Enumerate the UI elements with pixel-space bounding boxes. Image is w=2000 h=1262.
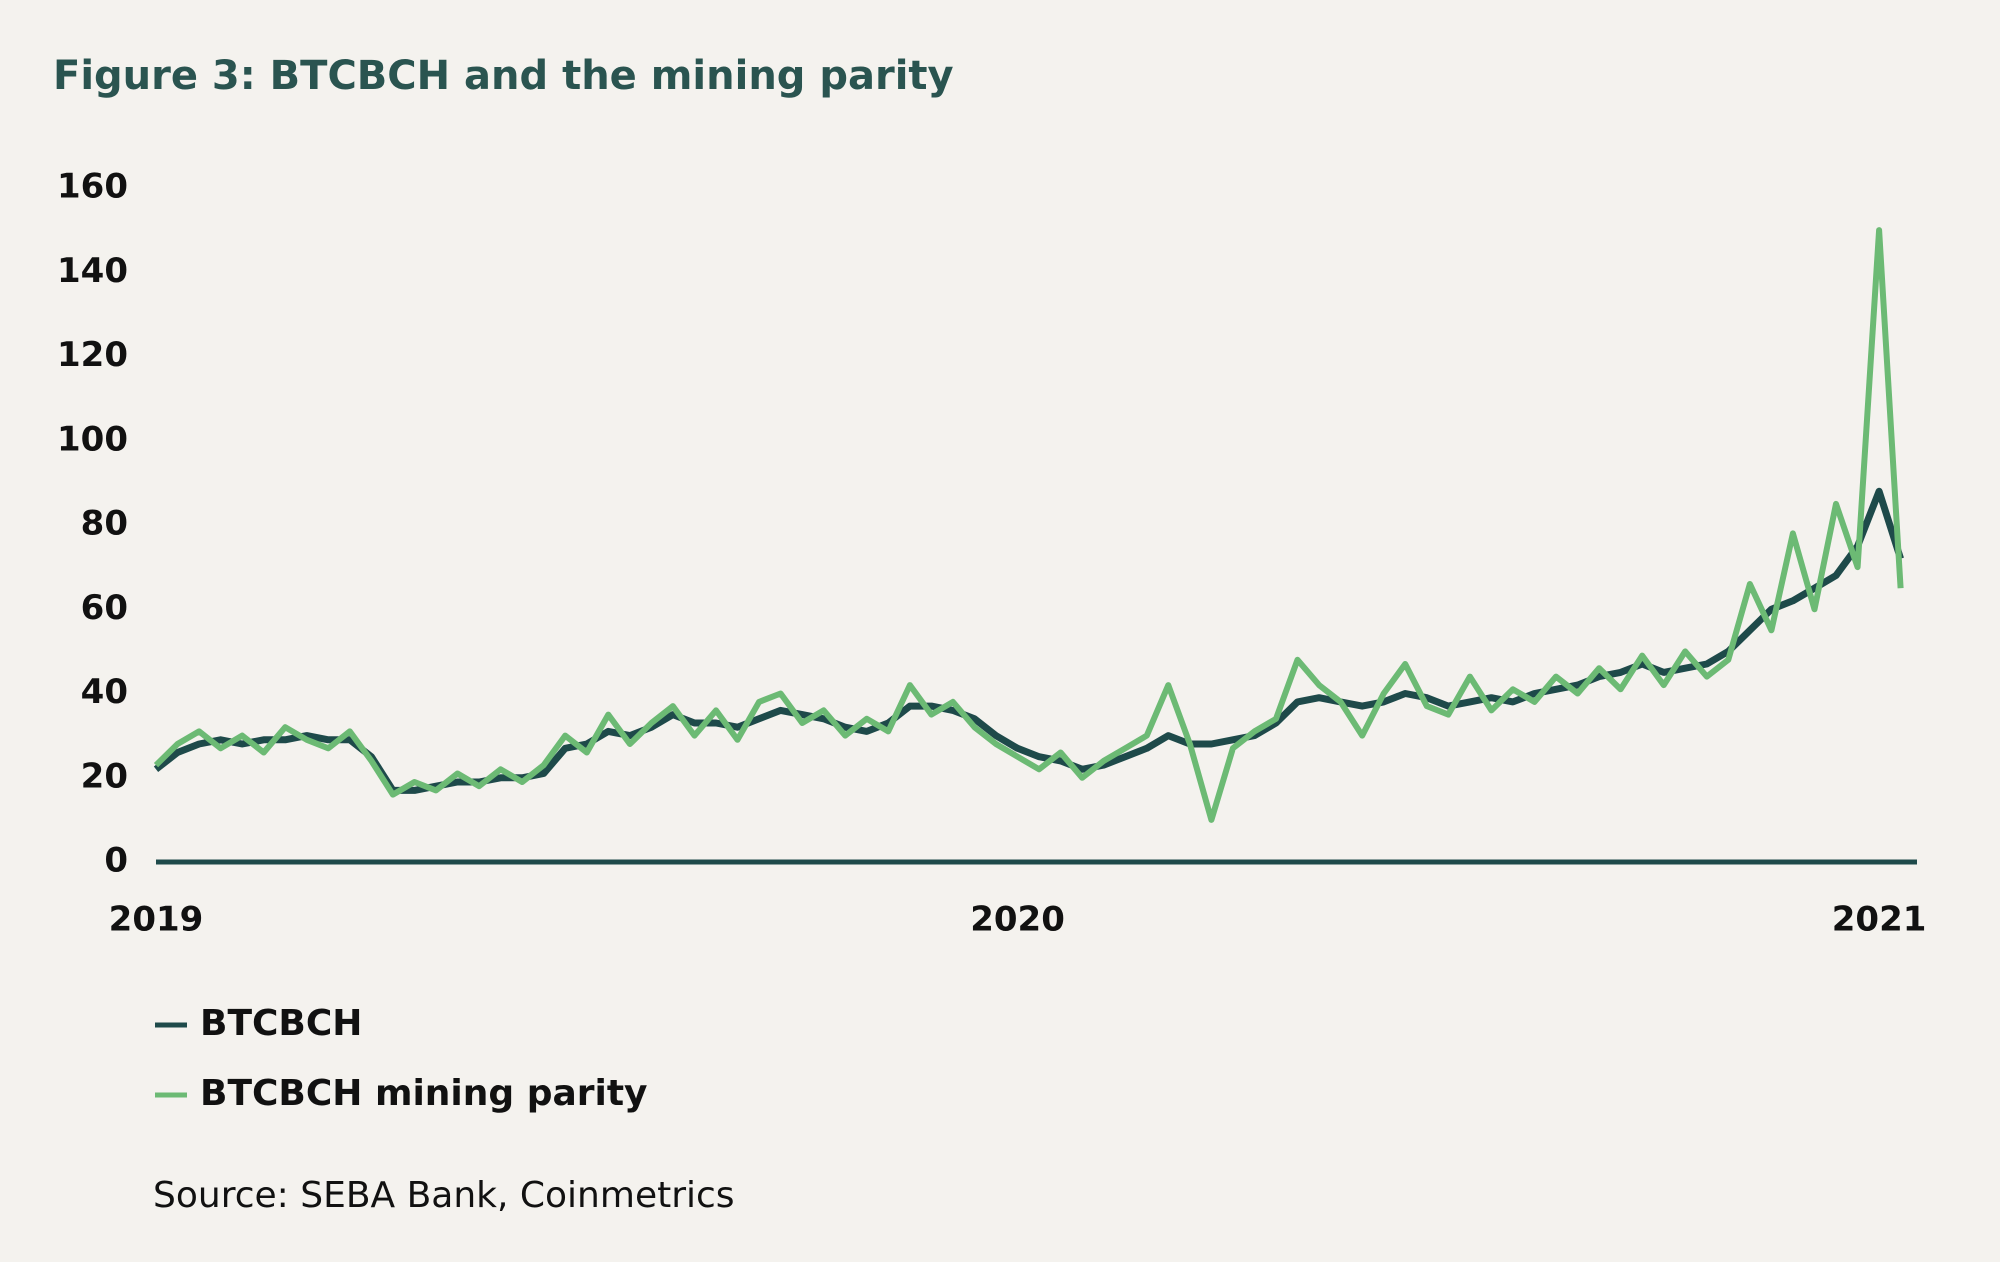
y-tick-label: 100 <box>57 419 128 459</box>
y-tick-label: 40 <box>81 672 128 712</box>
y-tick-label: 20 <box>81 756 128 796</box>
y-tick-label: 160 <box>57 167 128 207</box>
chart-title: Figure 3: BTCBCH and the mining parity <box>53 53 954 99</box>
source: Source: SEBA Bank, Coinmetrics <box>153 1175 735 1216</box>
x-tick-label: 2020 <box>970 900 1065 940</box>
y-tick-label: 0 <box>104 841 128 881</box>
x-tick-label: 2019 <box>109 900 204 940</box>
y-tick-label: 120 <box>57 335 128 375</box>
series-line <box>153 227 1904 823</box>
y-tick-label: 80 <box>81 504 128 544</box>
x-tick-label: 2021 <box>1832 900 1927 940</box>
legend-label: BTCBCH <box>200 1003 362 1044</box>
y-tick-label: 60 <box>81 588 128 628</box>
legend-label: BTCBCH mining parity <box>200 1073 648 1114</box>
y-tick-label: 140 <box>57 251 128 291</box>
